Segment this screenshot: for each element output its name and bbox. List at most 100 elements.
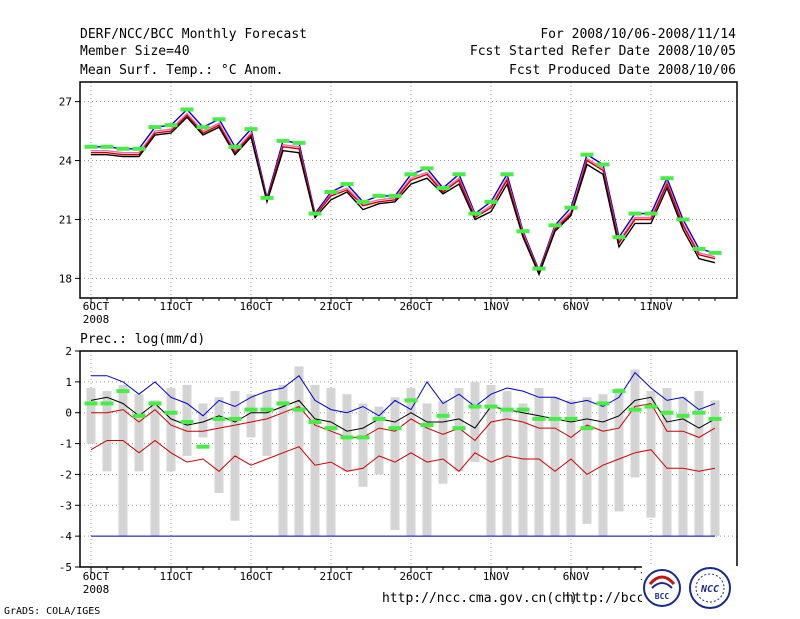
observed-mark: [676, 413, 690, 418]
x-tick-label: 11NOV: [639, 300, 672, 313]
x-tick-label: 6NOV: [563, 300, 590, 313]
observed-mark: [580, 152, 594, 157]
variable-label: Mean Surf. Temp.: °C Anom.: [80, 63, 284, 78]
series-upper: [91, 108, 716, 273]
observed-mark: [548, 223, 562, 228]
observed-mark: [100, 401, 114, 406]
start-ref-date: Fcst Started Refer Date 2008/10/05: [469, 44, 736, 59]
range-bar: [134, 394, 144, 472]
observed-mark: [132, 146, 146, 151]
range-bar: [630, 369, 640, 478]
observed-mark: [212, 117, 226, 122]
observed-mark: [644, 211, 658, 216]
range-bar: [262, 391, 272, 456]
observed-mark: [452, 172, 466, 177]
observed-mark: [692, 410, 706, 415]
observed-mark: [324, 189, 338, 194]
ncc-logo-text: NCC: [700, 584, 719, 595]
range-bar: [374, 406, 384, 475]
y-tick-label: 1: [65, 376, 72, 389]
range-bar: [502, 391, 512, 537]
panel-title: Prec.: log(mm/d): [80, 332, 205, 347]
observed-mark: [116, 146, 130, 151]
range-bar: [550, 397, 560, 537]
series-mean_red: [91, 402, 716, 442]
range-bar: [150, 400, 160, 537]
x-tick-label: 21OCT: [319, 570, 352, 583]
observed-mark: [420, 423, 434, 428]
observed-mark: [548, 416, 562, 421]
observed-mark: [356, 199, 370, 204]
range-bar: [406, 388, 416, 537]
observed-mark: [372, 416, 386, 421]
range-bar: [118, 384, 128, 537]
y-tick-label: -1: [59, 438, 72, 451]
ncc-url[interactable]: http://ncc.cma.gov.cn(ch): [382, 591, 578, 606]
observed-mark: [356, 435, 370, 440]
x-tick-label: 26OCT: [399, 300, 432, 313]
range-bar: [310, 384, 320, 537]
observed-mark: [420, 166, 434, 171]
observed-mark: [340, 435, 354, 440]
observed-mark: [196, 125, 210, 130]
range-bar: [358, 403, 368, 487]
produced-date: Fcst Produced Date 2008/10/06: [509, 63, 736, 78]
range-bar: [294, 366, 304, 537]
grads-credit: GrADS: COLA/IGES: [4, 606, 101, 617]
observed-mark: [196, 444, 210, 449]
panel-temperature: 18 21 24 27 6OCT 11OCT 16OCT 21OCT 26OCT 1NOV 6NOV…: [59, 81, 738, 326]
x-year-label: 2008: [83, 583, 110, 596]
observed-mark: [244, 127, 258, 132]
observed-mark: [260, 195, 274, 200]
y-tick-label: -5: [59, 561, 72, 574]
x-tick-label: 21OCT: [319, 300, 352, 313]
y-tick-label: 24: [59, 155, 73, 168]
observed-mark: [164, 123, 178, 128]
range-bar: [214, 397, 224, 493]
y-tick-label: -2: [59, 468, 72, 481]
y-tick-label: 27: [59, 96, 72, 109]
range-bar: [694, 391, 704, 537]
observed-mark: [436, 186, 450, 191]
observed-mark: [324, 426, 338, 431]
series-mean_black: [90, 396, 716, 432]
x-tick-label: 6NOV: [563, 570, 590, 583]
observed-mark: [308, 211, 322, 216]
observed-mark: [228, 144, 242, 149]
range-bar: [582, 397, 592, 524]
range-bar: [342, 394, 352, 472]
observed-mark: [276, 401, 290, 406]
x-tick-label: 1NOV: [483, 570, 510, 583]
observed-mark: [84, 144, 98, 149]
observed-mark: [708, 250, 722, 255]
y-tick-label: 18: [59, 272, 72, 285]
x-tick-label: 26OCT: [399, 570, 432, 583]
logos: BCC NCC: [642, 566, 738, 612]
range-bar: [86, 388, 96, 444]
observed-mark: [404, 398, 418, 403]
range-bar: [102, 391, 112, 472]
observed-mark: [228, 416, 242, 421]
observed-mark: [596, 401, 610, 406]
observed-mark: [660, 176, 674, 181]
observed-mark: [116, 389, 130, 394]
range-bar: [518, 403, 528, 537]
range-bar: [422, 403, 432, 537]
observed-mark: [436, 413, 450, 418]
range-bar: [246, 394, 256, 438]
observed-mark: [132, 413, 146, 418]
observed-mark: [612, 235, 626, 240]
range-bar: [166, 388, 176, 472]
bcc-url[interactable]: http://bcc.c: [566, 591, 660, 606]
observed-mark: [644, 404, 658, 409]
observed-mark: [532, 266, 546, 271]
observed-mark: [180, 419, 194, 424]
observed-mark: [484, 199, 498, 204]
observed-mark: [372, 193, 386, 198]
observed-mark: [516, 407, 530, 412]
observed-mark: [516, 229, 530, 234]
observed-mark: [596, 162, 610, 167]
observed-mark: [692, 246, 706, 251]
observed-mark: [660, 410, 674, 415]
